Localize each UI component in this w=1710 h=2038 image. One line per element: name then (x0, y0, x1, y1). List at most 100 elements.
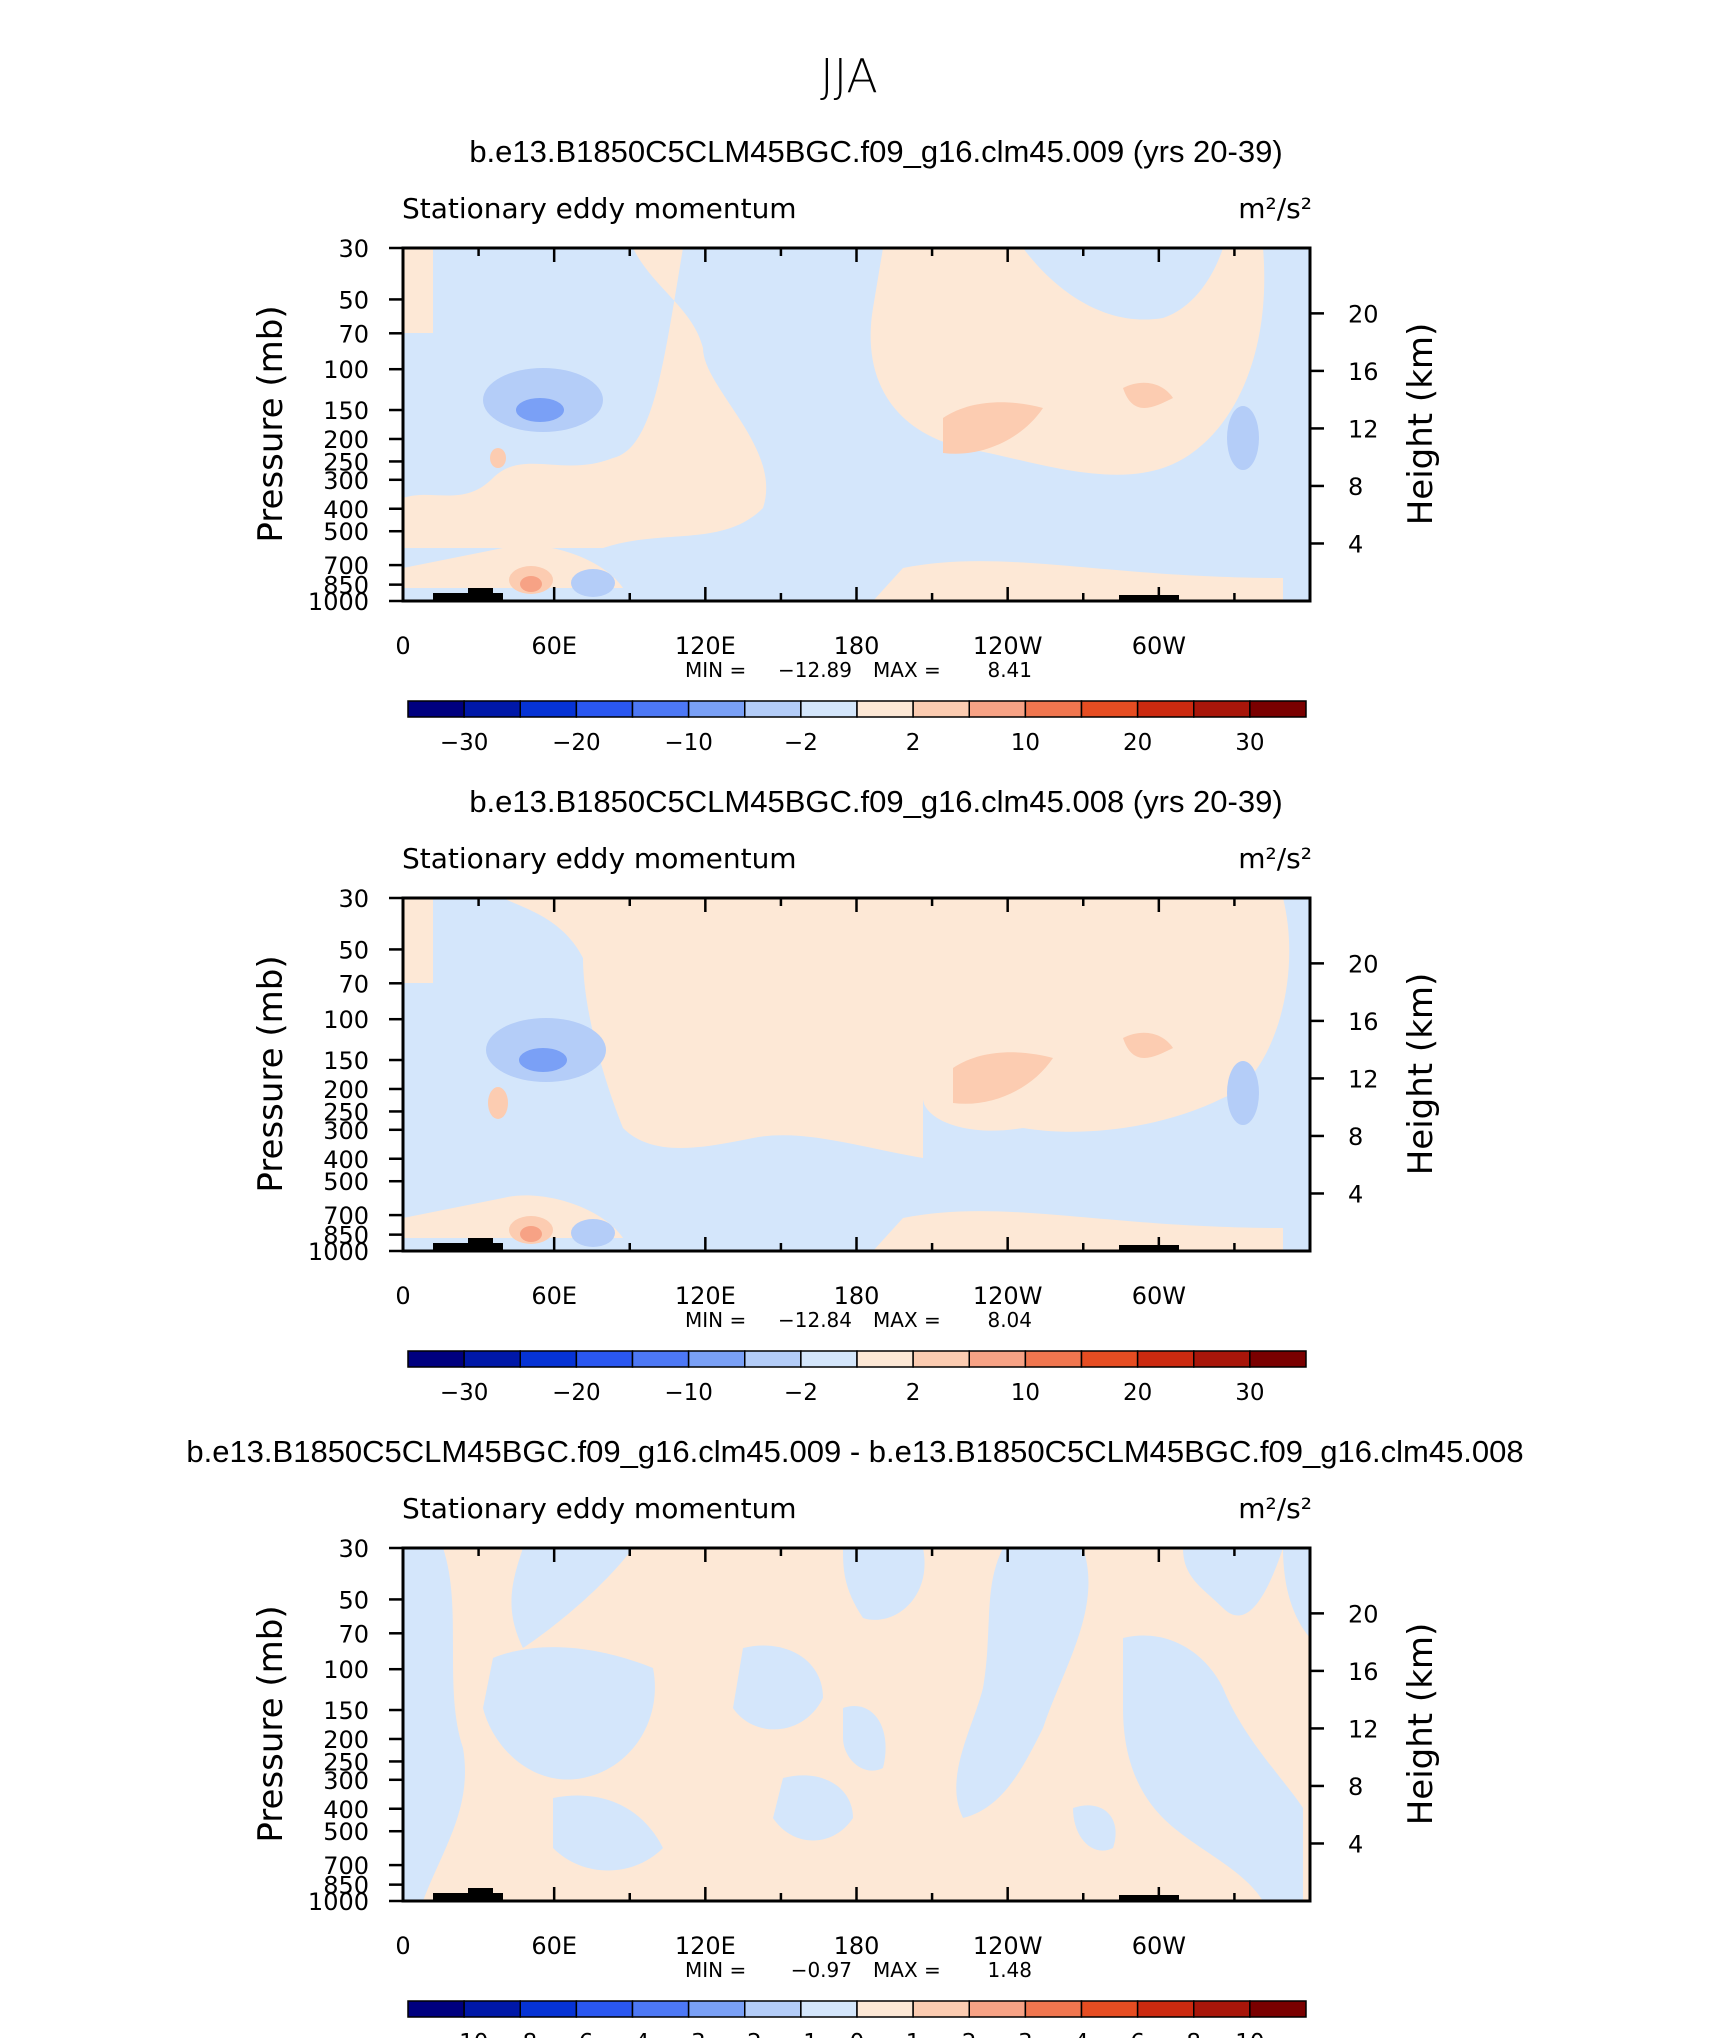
colorbar-label: 2 (906, 730, 921, 756)
light-blue-contours (403, 1548, 1310, 1901)
colorbar-box (1024, 2000, 1083, 2018)
colorbar-label: 20 (1123, 1380, 1152, 1406)
colorbar-label: 10 (1235, 2030, 1264, 2038)
colorbar-label: −3 (672, 2030, 706, 2038)
y-axis-height: 20 16 12 8 4 Height (km) (1310, 950, 1441, 1208)
x-tick-label: 60E (531, 1282, 577, 1310)
y-tick-label: 100 (323, 1656, 369, 1684)
y-tick-label: 300 (323, 1767, 369, 1795)
colorbar-label: −2 (784, 1380, 818, 1406)
mid-blue-contours (519, 1048, 567, 1072)
y-tick-label: 200 (323, 426, 369, 454)
colorbar-label: −10 (664, 730, 713, 756)
y-tick-label: 850 (323, 1222, 369, 1250)
colorbar-box (1080, 700, 1139, 718)
x-tick-label: 120W (973, 632, 1043, 660)
colorbar-box (1136, 700, 1195, 718)
min-label: MIN = (685, 1308, 746, 1332)
y-tick-label: 500 (323, 1168, 369, 1196)
colorbar-label: −6 (559, 2030, 593, 2038)
colorbar-label: −4 (616, 2030, 650, 2038)
colorbar-box (575, 2000, 634, 2018)
max-label: MAX = (873, 1308, 941, 1332)
colorbar-box (856, 2000, 914, 2018)
colorbar-box (407, 700, 465, 718)
colorbar-box (1024, 700, 1083, 718)
x-tick-label: 180 (834, 632, 880, 660)
colorbar: −30 −20 −10 −2 2 10 20 30 (407, 700, 1307, 756)
y2-tick-label: 12 (1348, 415, 1379, 443)
topography (433, 1888, 1179, 1901)
y2-tick-label: 8 (1348, 1773, 1363, 1801)
colorbar-label: 2 (962, 2030, 977, 2038)
x-axis: 0 60E 120E 180 120W 60W (395, 1548, 1312, 1960)
y-tick-label: 50 (338, 286, 369, 314)
y-tick-label: 850 (323, 1872, 369, 1900)
units-label: m²/s² (1238, 192, 1312, 225)
min-label: MIN = (685, 658, 746, 682)
y-tick-label: 150 (323, 397, 369, 425)
max-value: 1.48 (987, 1958, 1032, 1982)
colorbar-box (1193, 1350, 1251, 1368)
y-axis-title: Pressure (mb) (251, 305, 291, 542)
y-tick-label: 300 (323, 467, 369, 495)
y2-axis-title: Height (km) (1401, 323, 1441, 526)
colorbar-box (968, 2000, 1027, 2018)
colorbar-label: 20 (1123, 730, 1152, 756)
colorbar-box (744, 700, 802, 718)
colorbar-box (744, 2000, 802, 2018)
y-tick-label: 100 (323, 356, 369, 384)
y-tick-label: 30 (338, 235, 369, 263)
colorbar-box (575, 1350, 634, 1368)
colorbar-box (1249, 700, 1307, 718)
min-value: −0.97 (791, 1958, 852, 1982)
colorbar-label: 2 (906, 1380, 921, 1406)
colorbar-label: 30 (1235, 1380, 1264, 1406)
colorbar-box (687, 1350, 746, 1368)
orange-contours (520, 576, 542, 592)
y-tick-label: 300 (323, 1117, 369, 1145)
x-axis: 0 60E 120E 180 120W 60W (395, 898, 1312, 1310)
x-tick-label: 60W (1132, 632, 1186, 660)
left-label: Stationary eddy momentum (402, 1492, 797, 1525)
colorbar-box (856, 700, 914, 718)
min-max-stats: MIN = −12.89 MAX = 8.41 (685, 658, 1032, 682)
y-tick-label: 500 (323, 518, 369, 546)
colorbar-label: −30 (440, 730, 489, 756)
x-tick-label: 60E (531, 632, 577, 660)
y2-tick-label: 20 (1348, 300, 1379, 328)
x-tick-label: 120W (973, 1282, 1043, 1310)
y2-tick-label: 12 (1348, 1715, 1379, 1743)
colorbar-label: −20 (552, 1380, 601, 1406)
y2-axis-title: Height (km) (1401, 1623, 1441, 1826)
colorbar-box (1080, 2000, 1139, 2018)
y2-tick-label: 12 (1348, 1065, 1379, 1093)
min-max-stats: MIN = −12.84 MAX = 8.04 (685, 1308, 1032, 1332)
y-tick-label: 400 (323, 496, 369, 524)
colorbar-box (912, 1350, 970, 1368)
plot-area (403, 248, 1310, 601)
y-tick-label: 70 (338, 320, 369, 348)
x-tick-label: 120W (973, 1932, 1043, 1960)
colorbar-box (407, 2000, 465, 2018)
max-label: MAX = (873, 1958, 941, 1982)
y-axis-title: Pressure (mb) (251, 1605, 291, 1842)
y-tick-label: 70 (338, 1620, 369, 1648)
y-tick-label: 400 (323, 1796, 369, 1824)
colorbar-box (463, 700, 521, 718)
y2-tick-label: 8 (1348, 473, 1363, 501)
colorbar-box (463, 1350, 521, 1368)
y-tick-label: 850 (323, 572, 369, 600)
colorbar-label: 10 (1011, 1380, 1040, 1406)
x-tick-label: 120E (675, 1282, 736, 1310)
colorbar-label: −10 (440, 2030, 489, 2038)
colorbar-box (1080, 1350, 1139, 1368)
colorbar-label: −8 (503, 2030, 537, 2038)
y-tick-label: 200 (323, 1076, 369, 1104)
colorbar-label: 0 (850, 2030, 865, 2038)
colorbar: −30 −20 −10 −2 2 10 20 30 (407, 1350, 1307, 1406)
x-tick-label: 0 (395, 632, 410, 660)
colorbar-label: 10 (1011, 730, 1040, 756)
y2-tick-label: 20 (1348, 1600, 1379, 1628)
